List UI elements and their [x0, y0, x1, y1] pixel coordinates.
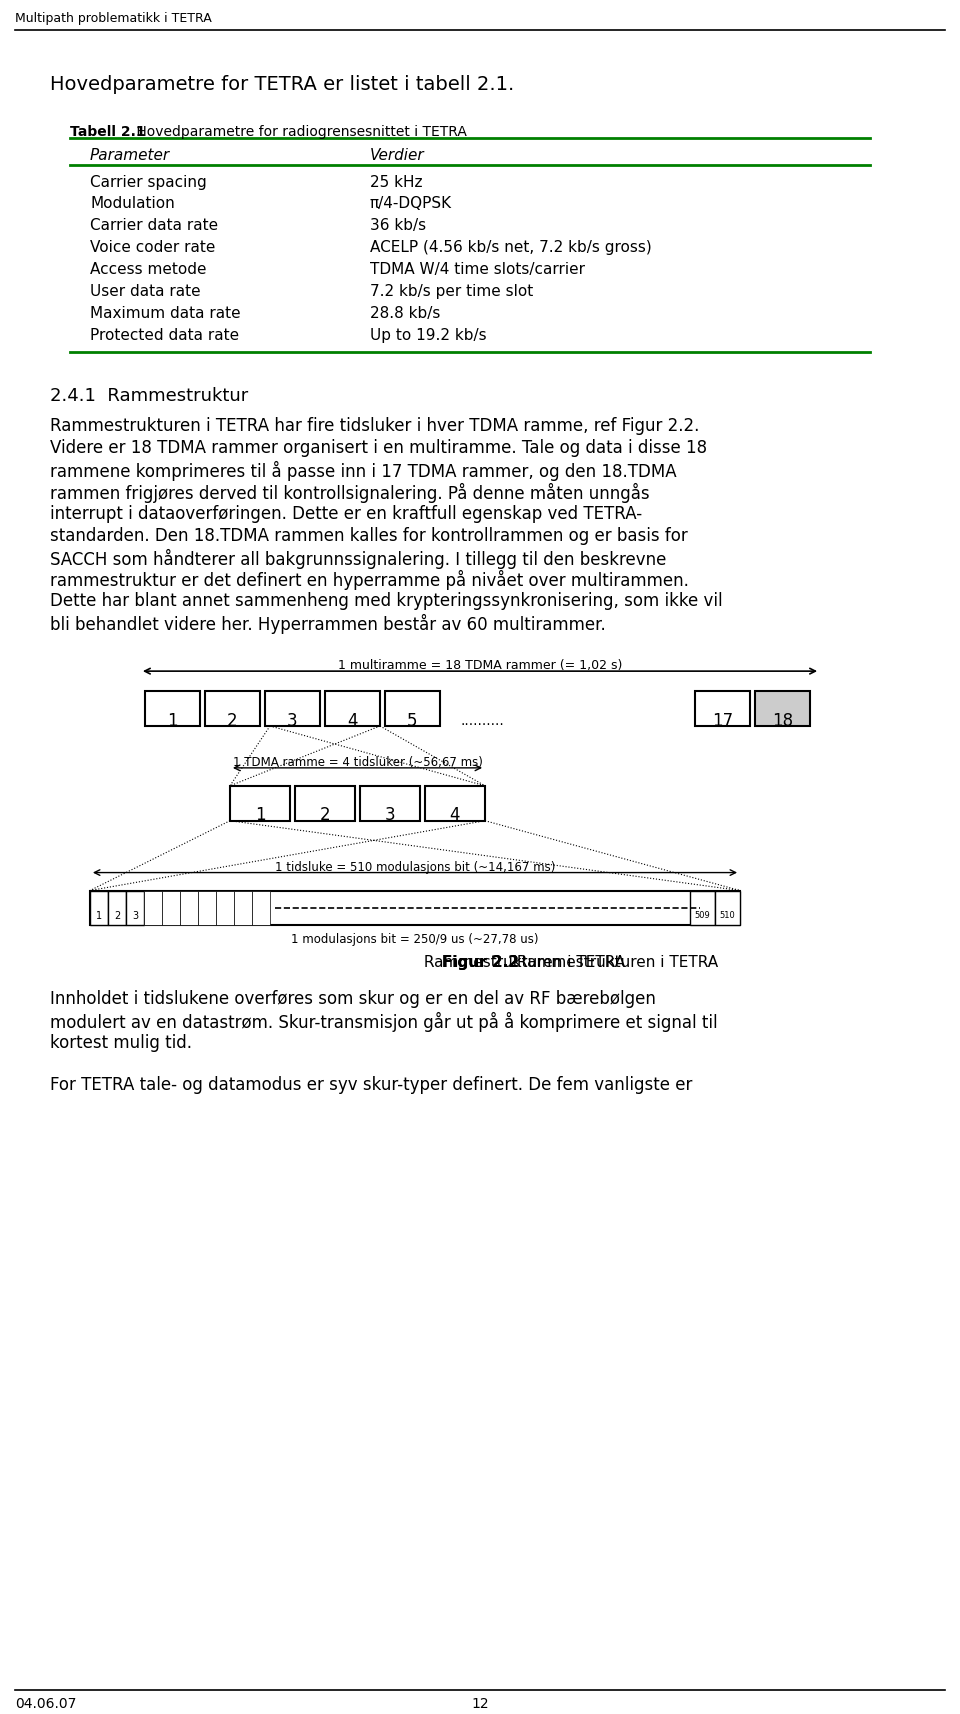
Bar — [126, 891, 144, 926]
Bar — [325, 691, 380, 727]
Bar — [145, 691, 200, 727]
Text: 1: 1 — [254, 806, 265, 824]
Text: 1: 1 — [96, 910, 102, 920]
Bar — [690, 891, 715, 926]
Text: 4: 4 — [348, 711, 358, 730]
Text: 5: 5 — [407, 711, 418, 730]
Bar — [385, 691, 440, 727]
Text: Hovedparametre for TETRA er listet i tabell 2.1.: Hovedparametre for TETRA er listet i tab… — [50, 75, 515, 94]
Text: 1: 1 — [167, 711, 178, 730]
Text: Tabell 2.1: Tabell 2.1 — [70, 125, 146, 139]
Bar — [234, 891, 252, 926]
Text: Rammestrukturen i TETRA: Rammestrukturen i TETRA — [419, 955, 625, 970]
Bar — [755, 691, 810, 727]
Text: 1 modulasjons bit = 250/9 us (~27,78 us): 1 modulasjons bit = 250/9 us (~27,78 us) — [291, 934, 539, 946]
Text: Figur 2.2: Figur 2.2 — [442, 955, 518, 970]
Text: Rammestrukturen i TETRA: Rammestrukturen i TETRA — [512, 955, 718, 970]
Text: 2: 2 — [228, 711, 238, 730]
Text: User data rate: User data rate — [90, 285, 201, 300]
Text: 04.06.07: 04.06.07 — [15, 1697, 77, 1711]
Text: 25 kHz: 25 kHz — [370, 175, 422, 190]
Text: 1 multiramme = 18 TDMA rammer (= 1,02 s): 1 multiramme = 18 TDMA rammer (= 1,02 s) — [338, 660, 622, 672]
Text: kortest mulig tid.: kortest mulig tid. — [50, 1034, 192, 1052]
Bar — [295, 785, 355, 821]
Text: π/4-DQPSK: π/4-DQPSK — [370, 197, 452, 211]
Text: 2.4.1  Rammestruktur: 2.4.1 Rammestruktur — [50, 387, 249, 405]
Text: modulert av en datastrøm. Skur-transmisjon går ut på å komprimere et signal til: modulert av en datastrøm. Skur-transmisj… — [50, 1013, 718, 1032]
Bar — [360, 785, 420, 821]
Text: 1 tidsluke = 510 modulasjons bit (~14,167 ms): 1 tidsluke = 510 modulasjons bit (~14,16… — [275, 860, 555, 874]
Bar — [205, 691, 260, 727]
Text: rammene komprimeres til å passe inn i 17 TDMA rammer, og den 18.TDMA: rammene komprimeres til å passe inn i 17… — [50, 461, 677, 482]
Text: 7.2 kb/s per time slot: 7.2 kb/s per time slot — [370, 285, 533, 300]
Text: Maximum data rate: Maximum data rate — [90, 307, 241, 321]
Text: 4: 4 — [449, 806, 460, 824]
Text: Innholdet i tidslukene overføres som skur og er en del av RF bærebølgen: Innholdet i tidslukene overføres som sku… — [50, 991, 656, 1008]
Bar — [715, 891, 740, 926]
Bar — [265, 691, 320, 727]
Text: 3: 3 — [132, 910, 138, 920]
Text: Dette har blant annet sammenheng med krypteringssynkronisering, som ikke vil: Dette har blant annet sammenheng med kry… — [50, 593, 723, 610]
Bar — [162, 891, 180, 926]
Bar — [695, 691, 750, 727]
Text: 2: 2 — [114, 910, 120, 920]
Text: 3: 3 — [385, 806, 396, 824]
Bar — [230, 785, 290, 821]
Bar — [108, 891, 126, 926]
Text: ACELP (4.56 kb/s net, 7.2 kb/s gross): ACELP (4.56 kb/s net, 7.2 kb/s gross) — [370, 240, 652, 255]
Text: 18: 18 — [772, 711, 793, 730]
Text: 36 kb/s: 36 kb/s — [370, 218, 426, 233]
Text: TDMA W/4 time slots/carrier: TDMA W/4 time slots/carrier — [370, 262, 585, 278]
Bar — [144, 891, 162, 926]
Bar — [252, 891, 270, 926]
Bar — [90, 891, 740, 926]
Text: Modulation: Modulation — [90, 197, 175, 211]
Text: Verdier: Verdier — [370, 147, 424, 163]
Text: Up to 19.2 kb/s: Up to 19.2 kb/s — [370, 327, 487, 343]
Text: 509: 509 — [695, 910, 710, 920]
Text: Carrier spacing: Carrier spacing — [90, 175, 206, 190]
Text: Voice coder rate: Voice coder rate — [90, 240, 215, 255]
Text: Rammestrukturen i TETRA har fire tidsluker i hver TDMA ramme, ref Figur 2.2.: Rammestrukturen i TETRA har fire tidsluk… — [50, 417, 700, 435]
Text: 1 TDMA ramme = 4 tidsluker (~56,67 ms): 1 TDMA ramme = 4 tidsluker (~56,67 ms) — [232, 756, 483, 770]
Bar — [198, 891, 216, 926]
Text: Hovedparametre for radiogrensesnittet i TETRA: Hovedparametre for radiogrensesnittet i … — [132, 125, 467, 139]
Bar — [90, 891, 108, 926]
Text: SACCH som håndterer all bakgrunnssignalering. I tillegg til den beskrevne: SACCH som håndterer all bakgrunnssignale… — [50, 548, 666, 569]
Text: Figur 2.2: Figur 2.2 — [442, 955, 518, 970]
Text: Carrier data rate: Carrier data rate — [90, 218, 218, 233]
Text: 2: 2 — [320, 806, 330, 824]
Text: 510: 510 — [720, 910, 735, 920]
Text: standarden. Den 18.TDMA rammen kalles for kontrollrammen og er basis for: standarden. Den 18.TDMA rammen kalles fo… — [50, 526, 687, 545]
Text: rammestruktur er det definert en hyperramme på nivået over multirammen.: rammestruktur er det definert en hyperra… — [50, 571, 689, 591]
Text: 17: 17 — [712, 711, 733, 730]
Bar — [216, 891, 234, 926]
Text: Protected data rate: Protected data rate — [90, 327, 239, 343]
Text: Multipath problematikk i TETRA: Multipath problematikk i TETRA — [15, 12, 212, 26]
Bar — [425, 785, 485, 821]
Text: 28.8 kb/s: 28.8 kb/s — [370, 307, 441, 321]
Text: interrupt i dataoverføringen. Dette er en kraftfull egenskap ved TETRA-: interrupt i dataoverføringen. Dette er e… — [50, 504, 642, 523]
Text: rammen frigjøres derved til kontrollsignalering. På denne måten unngås: rammen frigjøres derved til kontrollsign… — [50, 483, 650, 502]
Text: For TETRA tale- og datamodus er syv skur-typer definert. De fem vanligste er: For TETRA tale- og datamodus er syv skur… — [50, 1076, 692, 1094]
Text: Access metode: Access metode — [90, 262, 206, 278]
Text: 12: 12 — [471, 1697, 489, 1711]
Text: 3: 3 — [287, 711, 298, 730]
Text: Parameter: Parameter — [90, 147, 170, 163]
Bar — [180, 891, 198, 926]
Text: bli behandlet videre her. Hyperrammen består av 60 multirammer.: bli behandlet videre her. Hyperrammen be… — [50, 614, 606, 634]
Text: ..........: .......... — [460, 713, 504, 727]
Text: Videre er 18 TDMA rammer organisert i en multiramme. Tale og data i disse 18: Videre er 18 TDMA rammer organisert i en… — [50, 439, 708, 456]
